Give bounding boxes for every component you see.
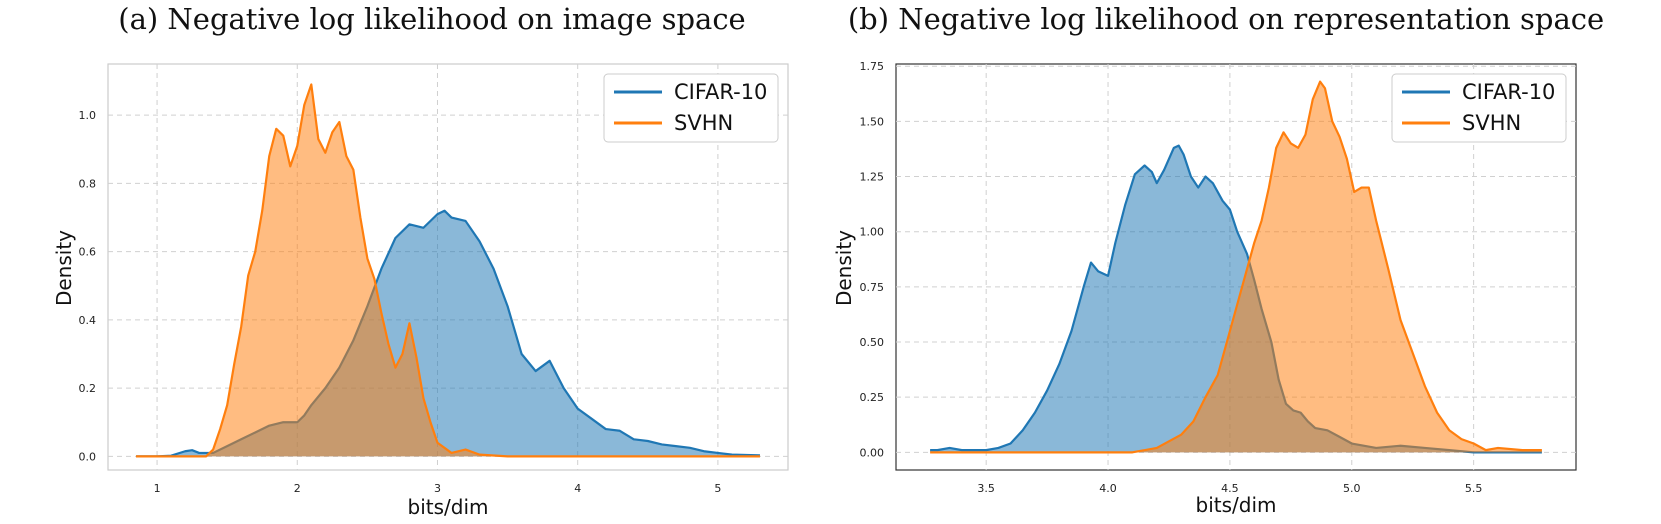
panel-a-title: (a) Negative log likelihood on image spa… (118, 2, 745, 36)
panel-b-x-axis-label: bits/dim (1196, 493, 1277, 517)
panel-a-xtick-label: 2 (294, 482, 301, 495)
panel-a-legend: CIFAR-10 SVHN (603, 73, 779, 143)
panel-a-ytick-label: 0.4 (79, 314, 97, 327)
panel-a-ytick-label: 0.8 (79, 177, 97, 190)
panel-b-y-axis-label: Density (832, 230, 856, 306)
panel-a-xtick-label: 5 (714, 482, 721, 495)
panel-a-x-axis-label: bits/dim (408, 495, 489, 519)
panel-b-ytick-label: 1.75 (860, 60, 885, 73)
panel-a-xtick-label: 4 (574, 482, 581, 495)
panel-a-density-areas (136, 83, 760, 458)
panel-a-legend-label-svhn: SVHN (674, 111, 733, 135)
panel-b-ytick-label: 0.50 (860, 336, 885, 349)
panel-b-line-svhn (930, 80, 1542, 454)
panel-a-ytick-label: 0.6 (79, 246, 97, 259)
panel-b-xtick-label: 5.5 (1465, 482, 1483, 495)
panel-b-ytick-label: 1.00 (860, 226, 885, 239)
panel-a-xtick-label: 3 (434, 482, 441, 495)
panel-b-area-cifar-10 (930, 145, 1542, 453)
panel-b-ytick-label: 1.50 (860, 115, 885, 128)
panel-b-x-ticks: 3.5 4.0 4.5 5.0 5.5 (977, 482, 1482, 495)
panel-a-x-ticks: 1 2 3 4 5 (154, 482, 722, 495)
panel-b-plot-area (895, 63, 1577, 471)
panel-b-density-areas (930, 80, 1542, 454)
panel-a-line-svhn (136, 83, 760, 458)
panel-b-ytick-label: 1.25 (860, 171, 885, 184)
panel-a-ytick-label: 0.2 (79, 382, 97, 395)
panel-a-y-axis-label: Density (52, 230, 76, 306)
panel-b-ytick-label: 0.75 (860, 281, 885, 294)
panel-b-legend-label-cifar: CIFAR-10 (1462, 80, 1555, 104)
panel-b-ytick-label: 0.25 (860, 391, 885, 404)
panel-representation-space: (b) Negative log likelihood on represent… (832, 2, 1604, 517)
panel-a-area-svhn (136, 84, 760, 457)
panel-b-legend-label-svhn: SVHN (1462, 111, 1521, 135)
panel-b-ytick-label: 0.00 (860, 446, 885, 459)
panel-b-xtick-label: 4.5 (1221, 482, 1239, 495)
panel-a-area-cifar-10 (136, 210, 760, 457)
panel-image-space: (a) Negative log likelihood on image spa… (52, 2, 789, 519)
panel-a-y-ticks: 0.0 0.2 0.4 0.6 0.8 1.0 (79, 109, 97, 463)
panel-b-legend: CIFAR-10 SVHN (1391, 73, 1567, 143)
panel-b-area-svhn (930, 81, 1542, 453)
panel-b-y-ticks: 0.00 0.25 0.50 0.75 1.00 1.25 1.50 1.75 (860, 60, 885, 459)
panel-b-xtick-label: 3.5 (977, 482, 995, 495)
panel-a-legend-label-cifar: CIFAR-10 (674, 80, 767, 104)
panel-b-xtick-label: 4.0 (1099, 482, 1117, 495)
panel-a-ytick-label: 1.0 (79, 109, 97, 122)
panel-a-ytick-label: 0.0 (79, 450, 97, 463)
panel-b-xtick-label: 5.0 (1343, 482, 1361, 495)
panel-b-title: (b) Negative log likelihood on represent… (848, 2, 1604, 36)
panel-a-xtick-label: 1 (154, 482, 161, 495)
panel-a-plot-area (107, 63, 789, 471)
